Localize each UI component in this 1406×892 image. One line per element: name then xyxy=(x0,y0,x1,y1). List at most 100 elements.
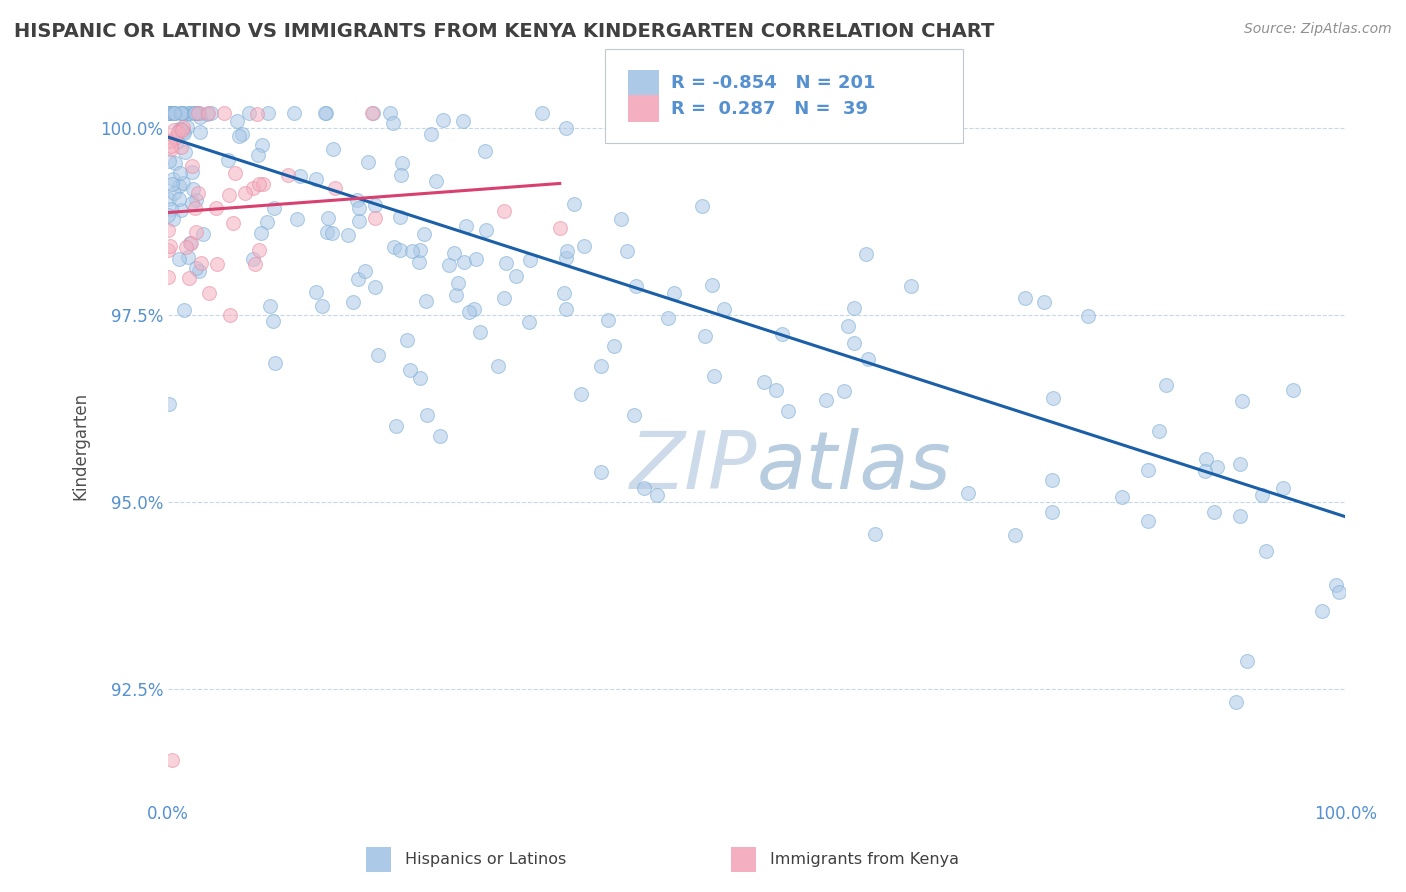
Point xyxy=(322,142,344,156)
Point xyxy=(1229,458,1251,472)
Point xyxy=(160,177,183,191)
Point xyxy=(172,176,194,190)
Point xyxy=(900,279,922,293)
Point xyxy=(190,255,212,269)
Point xyxy=(321,226,343,240)
Point xyxy=(315,106,337,120)
Point xyxy=(172,120,194,134)
Point xyxy=(165,131,187,145)
Point xyxy=(856,351,879,366)
Point xyxy=(177,106,200,120)
Point xyxy=(408,254,430,268)
Point xyxy=(247,147,270,161)
Point xyxy=(832,384,855,398)
Point xyxy=(1004,528,1026,542)
Point xyxy=(217,153,239,167)
Point xyxy=(1205,459,1227,474)
Point xyxy=(1042,392,1064,406)
Point xyxy=(1230,393,1253,408)
Point xyxy=(486,359,509,373)
Point xyxy=(554,301,576,316)
Point xyxy=(530,106,553,120)
Point xyxy=(598,313,620,327)
Point xyxy=(311,299,333,313)
Text: Hispanics or Latinos: Hispanics or Latinos xyxy=(405,852,567,867)
Point xyxy=(172,106,194,120)
Point xyxy=(247,177,270,191)
Point xyxy=(401,244,423,258)
Point xyxy=(752,375,775,389)
Point xyxy=(1040,473,1063,487)
Point xyxy=(187,106,209,120)
Point xyxy=(167,252,190,267)
Point xyxy=(837,319,859,334)
Point xyxy=(247,244,270,258)
Point xyxy=(357,155,380,169)
Point xyxy=(157,208,180,222)
Point xyxy=(218,308,240,322)
Point xyxy=(1204,505,1226,519)
Point xyxy=(250,137,273,152)
Point xyxy=(451,114,474,128)
Point xyxy=(1271,481,1294,495)
Point xyxy=(456,219,478,234)
Point xyxy=(1137,463,1160,477)
Point xyxy=(574,239,596,253)
Point xyxy=(183,106,205,120)
Point xyxy=(1310,604,1333,618)
Point xyxy=(693,329,716,343)
Text: atlas: atlas xyxy=(756,428,952,506)
Point xyxy=(157,192,180,206)
Point xyxy=(195,107,218,121)
Point xyxy=(184,201,207,215)
Point xyxy=(242,181,264,195)
Point xyxy=(157,106,180,120)
Text: Source: ZipAtlas.com: Source: ZipAtlas.com xyxy=(1244,22,1392,37)
Point xyxy=(212,106,235,120)
Point xyxy=(589,359,612,374)
Point xyxy=(429,429,451,443)
Point xyxy=(569,387,592,401)
Point xyxy=(173,126,195,140)
Point xyxy=(181,196,204,211)
Point xyxy=(256,106,278,120)
Point xyxy=(187,106,209,120)
Text: HISPANIC OR LATINO VS IMMIGRANTS FROM KENYA KINDERGARTEN CORRELATION CHART: HISPANIC OR LATINO VS IMMIGRANTS FROM KE… xyxy=(14,22,994,41)
Point xyxy=(184,193,207,207)
Point xyxy=(316,211,339,225)
Point xyxy=(290,169,312,184)
Point xyxy=(167,178,190,193)
Point xyxy=(163,106,186,120)
Point xyxy=(555,251,578,265)
Point xyxy=(420,127,443,141)
Point xyxy=(200,106,222,120)
Point xyxy=(184,225,207,239)
Point xyxy=(197,106,219,120)
Point xyxy=(242,252,264,266)
Text: R =  0.287   N =  39: R = 0.287 N = 39 xyxy=(671,100,868,118)
Point xyxy=(492,291,515,305)
Point xyxy=(399,363,422,377)
Point xyxy=(188,124,211,138)
Point xyxy=(495,256,517,270)
Point xyxy=(162,211,184,226)
Point xyxy=(263,201,285,215)
Point xyxy=(446,276,468,290)
Point xyxy=(700,278,723,293)
Point xyxy=(169,202,191,217)
Point xyxy=(388,243,411,257)
Point xyxy=(474,145,496,159)
Point xyxy=(180,235,202,250)
Point xyxy=(166,134,188,148)
Point xyxy=(626,279,648,293)
Point xyxy=(589,465,612,479)
Point xyxy=(177,250,200,264)
Point xyxy=(360,106,382,120)
Point xyxy=(187,186,209,201)
Point xyxy=(184,106,207,120)
Point xyxy=(842,301,865,315)
Point xyxy=(1281,383,1303,397)
Point xyxy=(364,280,387,294)
Point xyxy=(173,145,195,159)
Point xyxy=(180,164,202,178)
